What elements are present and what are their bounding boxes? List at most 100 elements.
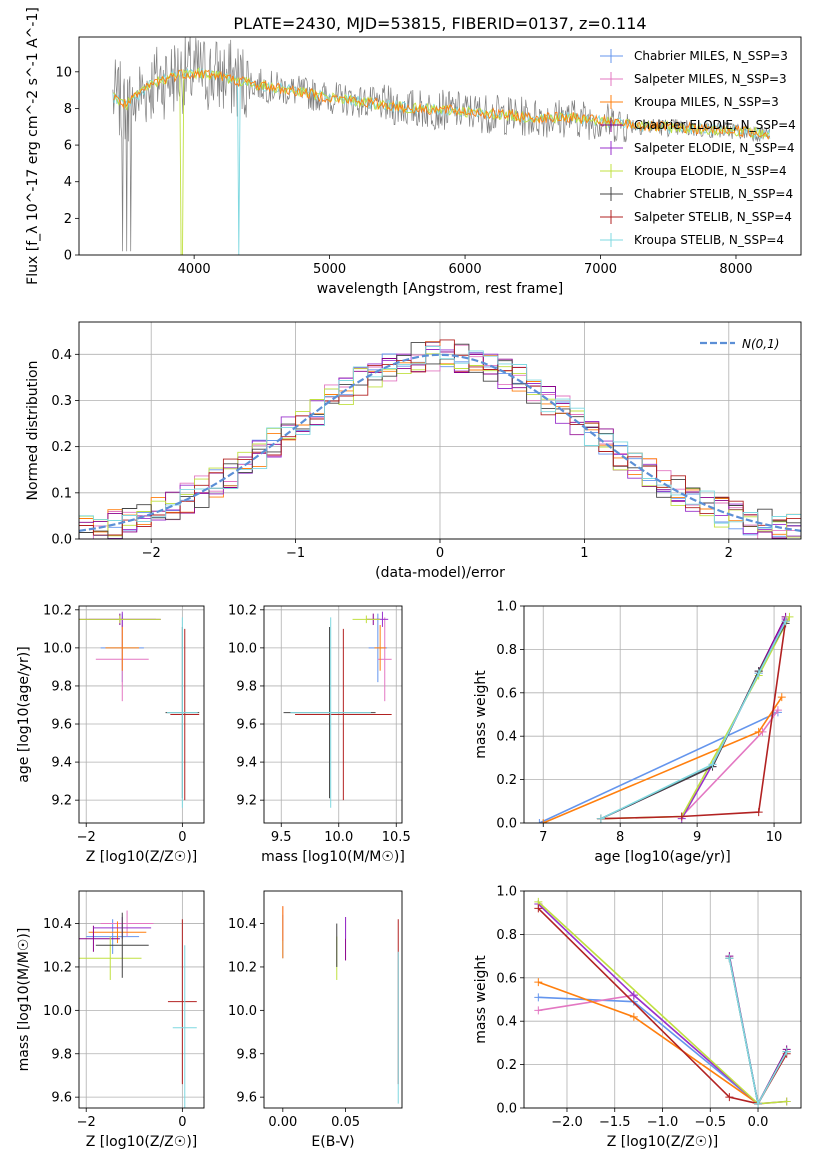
series-marker-8-1 [708, 760, 717, 769]
panel-age_vs_mass: 9.5 10.0 10.5 9.2 9.4 9.6 9.8 10.0 10.2 mass [log… [228, 603, 411, 865]
y-tick-label-2: 0.4 [496, 730, 517, 745]
legend-entry-8: Kroupa STELIB, N_SSP=4 [634, 233, 784, 247]
series-marker-8-2 [754, 669, 763, 678]
axes-frame [78, 605, 205, 824]
plot-area-age_vs_Z [79, 611, 200, 808]
y-tick-label-4: 10.4 [228, 917, 257, 932]
y-tick-label-5: 10.2 [43, 603, 72, 618]
errorbar-point-2 [105, 625, 140, 671]
legend-entry-1: Salpeter MILES, N_SSP=3 [634, 72, 787, 86]
y-tick-label-1: 0.1 [51, 486, 72, 501]
x-tick-label-1: −1 [286, 546, 305, 561]
series-line-7 [600, 621, 787, 820]
axes-frame [78, 36, 802, 256]
y-tick-label-5: 10 [55, 65, 72, 80]
y-tick-label-3: 0.6 [496, 686, 517, 701]
axes-frame [523, 605, 802, 824]
series-line-0 [539, 711, 779, 823]
y-tick-label-0: 9.6 [51, 1091, 72, 1106]
panel-age_vs_Z: −2 0 9.2 9.4 9.6 9.8 10.0 10.2 Z [log10(Z/Z☉)] ag… [16, 603, 205, 865]
x-tick-label-2: 6000 [449, 262, 482, 277]
plot-area-mass_vs_Z [79, 910, 197, 1108]
y-tick-label-0: 0.0 [51, 533, 72, 548]
plot-area-spectrum [112, 37, 771, 255]
x-tick-label-1: 0.05 [331, 1115, 360, 1130]
series-marker-7-1 [677, 812, 686, 821]
y-tick-label-5: 1.0 [496, 600, 517, 615]
errorbar-point-5 [79, 615, 161, 624]
series-marker-1-0 [534, 1006, 543, 1015]
x-axis-label: Z [log10(Z/Z☉)] [607, 1134, 719, 1150]
y-tick-label-1: 9.4 [236, 756, 257, 771]
y-tick-label-0: 9.6 [236, 1091, 257, 1106]
y-tick-label-4: 10.0 [43, 641, 72, 656]
series-marker-8-2 [782, 1047, 791, 1056]
axes-frame [263, 890, 403, 1109]
x-tick-label-1: 0 [178, 1115, 186, 1130]
y-tick-label-4: 0.4 [51, 348, 72, 363]
x-tick-label-0: −2 [77, 1115, 96, 1130]
reference-normal-curve [79, 353, 801, 532]
errorbar-point-6 [95, 912, 149, 978]
x-axis-label: age [log10(age/yr)] [594, 849, 730, 865]
y-tick-label-1: 9.8 [51, 1047, 72, 1062]
y-tick-label-1: 2 [64, 212, 72, 227]
series-marker-2-0 [539, 819, 548, 823]
x-tick-label-0: 0.00 [268, 1115, 297, 1130]
y-tick-label-2: 0.4 [496, 1015, 517, 1030]
errorbar-point-8 [290, 617, 371, 808]
y-tick-label-1: 9.8 [236, 1047, 257, 1062]
plot-area-residuals [79, 339, 801, 539]
y-tick-label-3: 9.8 [236, 679, 257, 694]
y-axis-label: mass [log10(M/M☉)] [16, 928, 32, 1072]
x-tick-label-0: −2.0 [551, 1115, 583, 1130]
legend-entry-2: Kroupa MILES, N_SSP=3 [634, 95, 779, 109]
y-tick-label-1: 9.4 [51, 756, 72, 771]
y-tick-label-3: 10.2 [228, 960, 257, 975]
y-tick-label-4: 10.0 [228, 641, 257, 656]
series-line-3 [600, 616, 787, 820]
x-tick-label-3: 1 [580, 546, 588, 561]
histogram-series-8 [79, 345, 801, 539]
x-axis-label: E(B-V) [311, 1134, 354, 1150]
series-marker-7-0 [534, 904, 543, 913]
x-tick-label-1: 10.0 [324, 830, 353, 845]
axes-frame [78, 890, 205, 1109]
series-marker-1-2 [773, 706, 782, 715]
legend-entry-6: Chabrier STELIB, N_SSP=4 [634, 187, 793, 201]
series-marker-8-1 [754, 1099, 763, 1108]
series-line-8 [600, 620, 787, 820]
y-tick-label-0: 0.0 [496, 1102, 517, 1117]
series-line-1 [538, 994, 759, 1105]
series-marker-0-0 [534, 993, 543, 1002]
panel-mass_vs_ebv: 0.00 0.05 9.6 9.8 10.0 10.2 10.4 E(B-V) [228, 890, 403, 1150]
series-marker-5-3 [785, 612, 794, 621]
x-tick-label-0: 9.5 [271, 830, 292, 845]
y-axis-label: age [log10(age/yr)] [16, 646, 32, 782]
y-axis-label: mass weight [473, 955, 489, 1044]
y-tick-label-1: 0.2 [496, 773, 517, 788]
errorbar-point-7 [295, 628, 392, 801]
y-tick-label-0: 9.2 [236, 794, 257, 809]
x-tick-label-0: −2 [142, 546, 161, 561]
y-tick-label-5: 1.0 [496, 885, 517, 900]
x-axis-label: Z [log10(Z/Z☉)] [86, 849, 198, 865]
x-tick-label-3: 7000 [584, 262, 617, 277]
errorbar-point-8 [172, 945, 197, 1108]
series-marker-2-0 [534, 978, 543, 987]
y-axis-label: mass weight [473, 670, 489, 759]
y-tick-label-4: 0.8 [496, 643, 517, 658]
x-tick-label-1: 0 [178, 830, 186, 845]
legend-entry-3: Chabrier ELODIE, N_SSP=4 [634, 118, 796, 132]
y-tick-label-2: 10.0 [43, 1004, 72, 1019]
x-axis-label: Z [log10(Z/Z☉)] [86, 1134, 198, 1150]
x-tick-label-2: −1.0 [647, 1115, 679, 1130]
series-marker-2-1 [629, 1012, 638, 1021]
y-tick-label-4: 8 [64, 102, 72, 117]
series-marker-8-0 [725, 954, 734, 963]
y-tick-label-3: 0.6 [496, 971, 517, 986]
plot-area-mass_vs_ebv [282, 906, 399, 1104]
x-tick-label-1: 8 [616, 830, 624, 845]
y-tick-label-2: 10.0 [228, 1004, 257, 1019]
y-tick-label-0: 0.0 [496, 817, 517, 832]
